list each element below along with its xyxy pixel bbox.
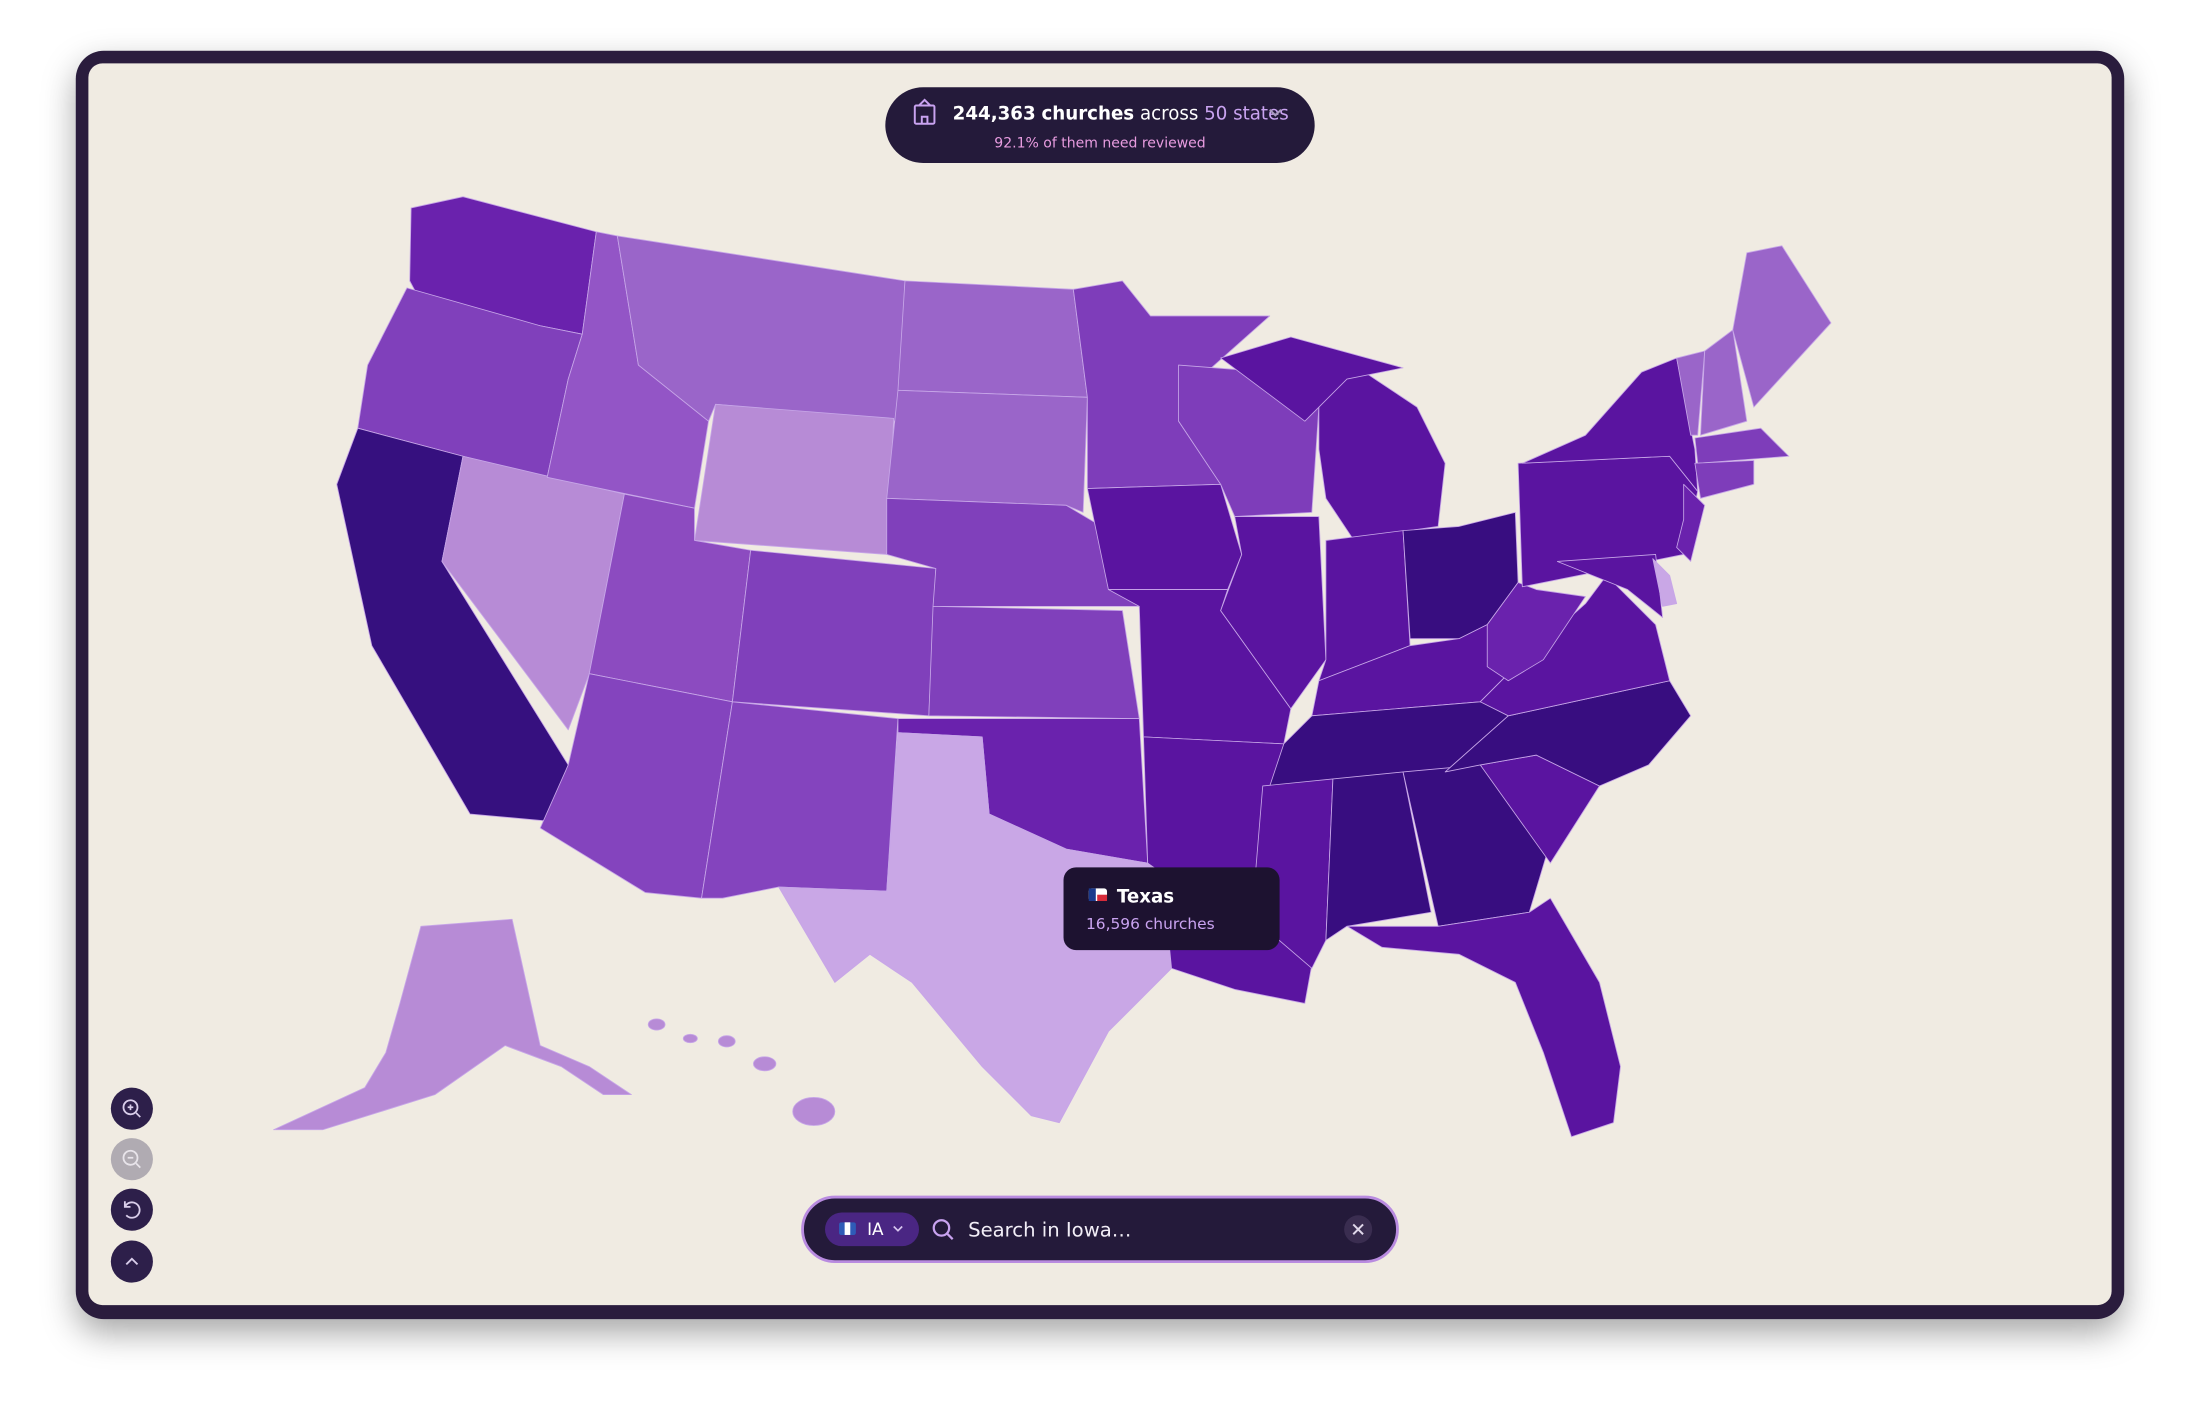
chip-chevron bbox=[893, 1225, 903, 1232]
hawaii-island[interactable] bbox=[647, 1018, 666, 1031]
summary-text: 244,363 churches across 50 states bbox=[953, 104, 1289, 125]
state-shape[interactable] bbox=[1220, 336, 1404, 422]
state-chip bbox=[825, 1212, 920, 1247]
hawaii-island[interactable] bbox=[717, 1035, 736, 1048]
expand-chevron[interactable] bbox=[1269, 108, 1282, 117]
zoom-out-button[interactable] bbox=[110, 1138, 153, 1181]
state-shape[interactable] bbox=[1325, 771, 1432, 941]
us-map bbox=[273, 196, 1832, 1138]
tooltip-count: 16,596 churches bbox=[1086, 915, 1215, 933]
state-shape[interactable] bbox=[1086, 483, 1243, 590]
church-icon bbox=[913, 98, 936, 125]
zoom-in-button[interactable] bbox=[110, 1087, 153, 1130]
search-input[interactable]: Search in Iowa… bbox=[968, 1218, 1131, 1241]
state-shape[interactable] bbox=[1652, 558, 1678, 607]
hawaii-island[interactable] bbox=[792, 1097, 836, 1126]
state-shape[interactable] bbox=[897, 280, 1088, 398]
state-code: IA bbox=[867, 1219, 884, 1239]
state-shape[interactable] bbox=[778, 732, 1172, 1124]
church-unit: churches bbox=[1041, 104, 1134, 125]
state-shape[interactable] bbox=[1556, 554, 1664, 619]
state-shape[interactable] bbox=[1676, 483, 1706, 562]
state-shape[interactable] bbox=[928, 605, 1140, 720]
iowa-flag-stripe bbox=[844, 1222, 851, 1235]
state-tooltip: Texas 16,596 churches bbox=[1063, 867, 1280, 951]
state-shape[interactable] bbox=[1107, 589, 1292, 745]
state-shape[interactable] bbox=[1220, 516, 1327, 710]
across-word: across bbox=[1140, 104, 1198, 125]
state-shape[interactable] bbox=[694, 403, 895, 555]
state-shape[interactable] bbox=[886, 497, 1140, 607]
church-count: 244,363 bbox=[953, 104, 1036, 125]
tooltip-state: Texas bbox=[1117, 886, 1174, 907]
state-shape[interactable] bbox=[701, 701, 899, 899]
hawaii-island[interactable] bbox=[753, 1056, 777, 1072]
tooltip-background bbox=[1063, 867, 1280, 951]
search-icon bbox=[932, 1219, 954, 1240]
state-shape[interactable] bbox=[731, 549, 937, 717]
state-shape[interactable] bbox=[1732, 245, 1832, 408]
search-bar[interactable]: IA Search in Iowa… bbox=[801, 1195, 1399, 1264]
collapse-button[interactable] bbox=[110, 1240, 153, 1283]
state-shape[interactable] bbox=[886, 389, 1088, 513]
state-shape[interactable] bbox=[1694, 460, 1755, 499]
state-shape[interactable] bbox=[1694, 427, 1790, 464]
hawaii-island[interactable] bbox=[682, 1033, 698, 1044]
search-background bbox=[801, 1195, 1399, 1264]
state-shape[interactable] bbox=[1700, 329, 1748, 436]
reset-button[interactable] bbox=[110, 1188, 153, 1231]
state-count: 50 states bbox=[1204, 104, 1289, 125]
summary-background bbox=[885, 87, 1315, 164]
map-controls bbox=[110, 1087, 153, 1283]
state-shape[interactable] bbox=[1346, 897, 1621, 1138]
state-selector[interactable]: IA bbox=[825, 1212, 920, 1247]
state-shape[interactable] bbox=[1676, 350, 1706, 436]
review-subtitle: 92.1% of them need reviewed bbox=[994, 136, 1205, 152]
texas-flag bbox=[1088, 888, 1108, 902]
state-shape[interactable] bbox=[1486, 582, 1586, 682]
clear-button[interactable] bbox=[1344, 1215, 1373, 1244]
state-shape[interactable] bbox=[273, 918, 632, 1131]
summary-pill[interactable]: 244,363 churches across 50 states 92.1% … bbox=[885, 87, 1315, 164]
